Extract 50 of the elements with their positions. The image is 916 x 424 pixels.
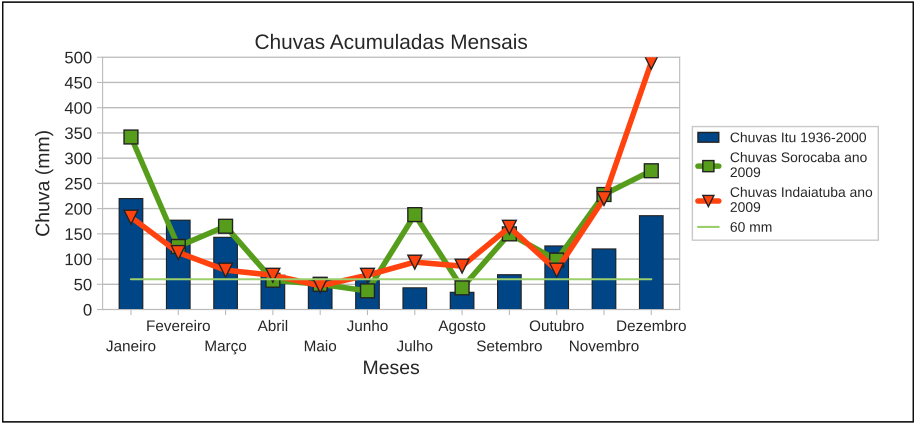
point (170, 244, 186, 260)
point (596, 190, 612, 206)
y-tick-label: 450 (64, 76, 92, 89)
point (218, 218, 234, 234)
chart-title: Chuvas Acumuladas Mensais (256, 34, 528, 50)
x-tick-label: Fevereiro (147, 320, 210, 332)
bar (638, 215, 664, 310)
x-tick-label: Novembro (570, 340, 639, 352)
point (123, 129, 139, 145)
point (218, 262, 234, 278)
x-tick-label: Agosto (438, 320, 486, 334)
point (644, 163, 659, 178)
point (360, 268, 376, 283)
bar (118, 198, 144, 310)
legend-label: Chuvas Indaiatuba ano 2009 (730, 186, 872, 212)
point (549, 262, 564, 278)
y-tick-label: 250 (65, 178, 92, 190)
x-tick-label: Setembro (476, 340, 542, 352)
point (454, 258, 470, 274)
point (265, 268, 281, 283)
bar (592, 248, 616, 310)
x-tick-label: Março (206, 340, 246, 354)
legend-label: 60 mm (730, 222, 772, 232)
y-tick-label: 100 (66, 253, 92, 266)
bar (497, 274, 522, 310)
x-tick-label: Julho (396, 340, 432, 352)
bar (402, 287, 428, 310)
point (454, 280, 470, 296)
y-tick-label: 200 (65, 203, 92, 215)
point (123, 210, 139, 225)
x-tick-label: Janeiro (106, 340, 156, 352)
x-tick-label: Junho (346, 320, 388, 332)
y-axis-title: Chuva (mm) (35, 131, 54, 236)
y-tick-label: 350 (65, 127, 92, 140)
x-axis-title: Meses (364, 360, 420, 374)
legend-label: Chuvas Itu 1936-2000 (730, 132, 866, 142)
y-tick-label: 50 (74, 278, 92, 290)
point (407, 254, 422, 270)
x-tick-label: Outubro (530, 320, 584, 332)
x-tick-label: Dezembro (617, 320, 686, 332)
legend-label: Chuvas Sorocaba ano 2009 (730, 152, 867, 178)
y-tick-label: 150 (66, 228, 92, 240)
y-tick-label: 300 (65, 152, 92, 164)
x-tick-label: Maio (304, 340, 336, 352)
y-tick-label: 0 (84, 304, 92, 316)
y-tick-label: 500 (65, 52, 92, 64)
y-tick-label: 400 (64, 102, 92, 114)
x-tick-label: Abril (258, 320, 288, 332)
point (502, 220, 518, 235)
point (407, 207, 422, 222)
